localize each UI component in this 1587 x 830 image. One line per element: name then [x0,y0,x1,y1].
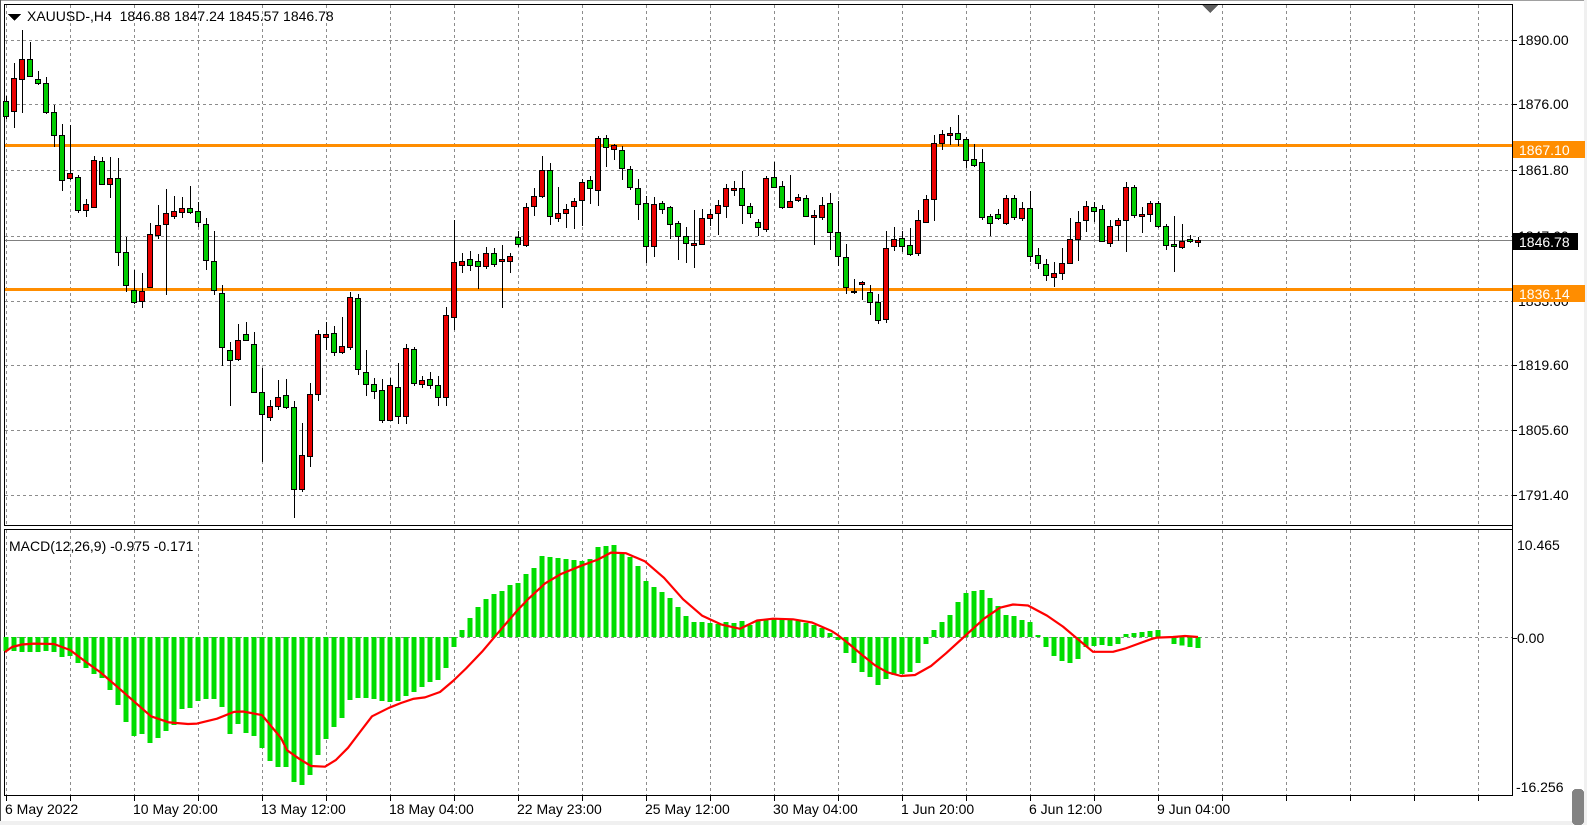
svg-text:30 May 04:00: 30 May 04:00 [773,801,858,817]
svg-text:1861.80: 1861.80 [1518,162,1569,178]
svg-text:18 May 04:00: 18 May 04:00 [389,801,474,817]
svg-text:9 Jun 04:00: 9 Jun 04:00 [1157,801,1230,817]
svg-text:-16.256: -16.256 [1516,779,1564,795]
svg-text:10.465: 10.465 [1517,537,1560,553]
svg-text:10 May 20:00: 10 May 20:00 [133,801,218,817]
svg-text:MACD(12,26,9) -0.975 -0.171: MACD(12,26,9) -0.975 -0.171 [9,538,194,554]
svg-text:1836.14: 1836.14 [1519,286,1570,302]
svg-text:6 May 2022: 6 May 2022 [5,801,78,817]
svg-text:XAUUSD-,H4 1846.88 1847.24 18: XAUUSD-,H4 1846.88 1847.24 1845.57 1846.… [27,8,334,24]
svg-text:25 May 12:00: 25 May 12:00 [645,801,730,817]
svg-text:1791.40: 1791.40 [1518,487,1569,503]
svg-text:1 Jun 20:00: 1 Jun 20:00 [901,801,974,817]
svg-text:1819.60: 1819.60 [1518,357,1569,373]
svg-text:1876.00: 1876.00 [1518,96,1569,112]
svg-text:0.00: 0.00 [1517,630,1544,646]
svg-text:13 May 12:00: 13 May 12:00 [261,801,346,817]
svg-text:1805.60: 1805.60 [1518,422,1569,438]
svg-text:1867.10: 1867.10 [1519,142,1570,158]
svg-text:1846.78: 1846.78 [1519,234,1570,250]
svg-text:22 May 23:00: 22 May 23:00 [517,801,602,817]
svg-text:6 Jun 12:00: 6 Jun 12:00 [1029,801,1102,817]
svg-text:1890.00: 1890.00 [1518,32,1569,48]
